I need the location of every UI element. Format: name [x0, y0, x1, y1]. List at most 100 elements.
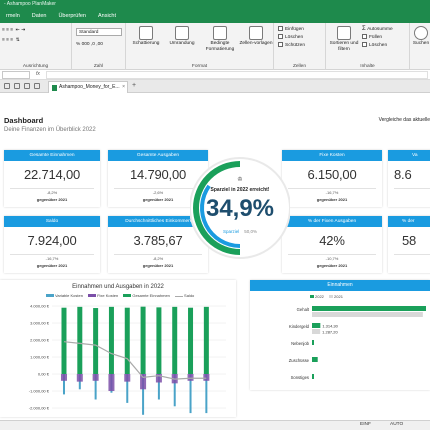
data-label: 1.287,20 — [322, 330, 338, 335]
close-tab-icon[interactable]: × — [122, 84, 125, 90]
kpi-divider — [10, 188, 94, 189]
conditional-format-button[interactable]: Bedingte Formatierung — [202, 26, 238, 52]
name-box[interactable] — [2, 71, 30, 79]
fixed-cost-bar — [124, 374, 131, 382]
kpi-label: Fixe Kosten — [282, 150, 382, 161]
kpi-change: -8,2% — [46, 190, 58, 195]
menu-tab-data[interactable]: Daten — [31, 13, 47, 19]
insert-icon — [278, 26, 283, 31]
kpi-change: -2,6% — [152, 190, 164, 195]
income-bar — [188, 307, 194, 374]
category-label: Sonstiges — [291, 375, 309, 380]
gauge-value: 34,9% — [205, 195, 275, 222]
sort-filter-button[interactable]: Sortieren und filtern — [328, 26, 360, 52]
y-tick-label: 4.000,00 € — [30, 304, 50, 309]
fill-button[interactable]: Füllen — [362, 34, 382, 41]
menu-bar: rmeln Daten Überprüfen Ansicht — [0, 9, 430, 23]
gauge-progress-inner — [200, 184, 241, 248]
kpi-label: Saldo — [4, 216, 100, 227]
income-bar — [124, 307, 130, 374]
number-format-buttons[interactable]: % 000 ,0 ,00 — [76, 42, 103, 47]
kpi-value: 58 — [402, 233, 417, 248]
document-tab-strip: Ashampoo_Money_for_E... × + — [0, 80, 430, 93]
fixed-cost-bar — [187, 374, 194, 381]
shading-button[interactable]: Schattierung — [128, 26, 164, 47]
kpi-label: Durchschnittliches Einkommen — [108, 216, 208, 227]
print-icon[interactable] — [34, 83, 40, 89]
sort-filter-icon — [337, 26, 351, 40]
gauge-progress-outer — [193, 161, 241, 255]
delete-icon — [278, 34, 283, 39]
function-icon[interactable]: fx — [36, 71, 40, 77]
new-tab-button[interactable]: + — [132, 82, 137, 89]
menu-tab-view[interactable]: Ansicht — [97, 13, 117, 19]
kpi-value: 3.785,67 — [133, 233, 183, 248]
kpi-label: Va — [388, 150, 430, 161]
legend-item: Saldo — [175, 293, 194, 298]
save-icon[interactable] — [24, 83, 30, 89]
bar-2021 — [312, 312, 423, 317]
income-bar — [172, 306, 178, 374]
cell-styles-button[interactable]: Zellen-vorlagen — [238, 26, 274, 47]
y-tick-label: 1.000,00 € — [30, 355, 50, 360]
fixed-cost-bar — [155, 374, 162, 383]
y-tick-label: 3.000,00 € — [30, 321, 50, 326]
fill-icon — [362, 34, 367, 39]
kpi-change: -8,2% — [152, 256, 164, 261]
kpi-divider — [114, 254, 202, 255]
income-chart-panel[interactable]: Einnahmen 2022 2021 Gehalt Kindergeld Nebe… — [250, 280, 430, 390]
bar-2021 — [312, 329, 321, 334]
balance-line — [63, 341, 207, 380]
category-label: Zuschüsse — [289, 358, 310, 363]
kpi-value: 14.790,00 — [129, 167, 187, 182]
dashboard-title: Dashboard — [4, 116, 44, 125]
income-expense-chart-panel[interactable]: Einnahmen und Ausgaben in 2022 Variable … — [0, 280, 236, 417]
ribbon-group-cells: Einfügen Löschen Schützen Zellen — [274, 23, 326, 70]
menu-tab-formulas[interactable]: rmeln — [6, 13, 20, 19]
bar-2022 — [312, 340, 314, 345]
y-tick-label: 2.000,00 € — [30, 338, 50, 343]
status-mode-2: AUTO — [390, 422, 404, 427]
number-format-select[interactable]: Standard — [76, 28, 122, 36]
income-bar — [108, 306, 114, 374]
kpi-card-balance: Saldo 7.924,00 -16,7% gegenüber 2021 — [4, 216, 100, 273]
insert-cells-button[interactable]: Einfügen — [278, 26, 304, 33]
bar-2022 — [312, 374, 314, 379]
ribbon-group-label: Inhalte — [360, 64, 375, 69]
ribbon-group-content: Sortieren und filtern Σ Autosumme Füllen… — [326, 23, 410, 70]
category-label: Kindergeld — [289, 324, 310, 329]
autosum-button[interactable]: Σ Autosumme — [362, 26, 393, 32]
kpi-divider — [394, 254, 430, 255]
variable-cost-bar — [62, 374, 65, 395]
sheet-area[interactable]: Dashboard Deine Finanzen im Überblick 20… — [0, 93, 430, 420]
clear-button[interactable]: Löschen — [362, 42, 387, 49]
legend-item: Variable Kosten — [46, 293, 83, 298]
fixed-cost-bar — [60, 374, 67, 381]
kpi-divider — [394, 188, 430, 189]
new-document-icon[interactable] — [4, 83, 10, 89]
window-title: - Ashampoo PlanMaker — [4, 1, 56, 7]
formula-input[interactable] — [46, 71, 428, 79]
menu-tab-review[interactable]: Überprüfen — [58, 13, 86, 19]
category-label: Nebenjob — [291, 341, 310, 346]
align-buttons-row1[interactable]: ≡ ≡ ≡ ⇤ ⇥ — [2, 28, 26, 33]
kpi-label: Gesamte Einnahmen — [4, 150, 100, 161]
chart-legend: 2022 2021 — [310, 294, 347, 299]
fixed-cost-bar — [76, 374, 83, 382]
ribbon-group-label: Ausrichtung — [22, 64, 49, 69]
kpi-card-total-expenses: Gesamte Ausgaben 14.790,00 -2,6% gegenüb… — [108, 150, 208, 207]
border-button[interactable]: Umrandung — [164, 26, 200, 47]
search-button[interactable]: Suchen — [412, 26, 430, 47]
lock-icon — [278, 42, 283, 47]
kpi-value: 6.150,00 — [307, 167, 357, 182]
open-folder-icon[interactable] — [14, 83, 20, 89]
chart-legend: Variable Kosten Fixe Kosten Gesamte Einn… — [46, 293, 198, 298]
protect-sheet-button[interactable]: Schützen — [278, 42, 305, 49]
trophy-icon: ♔ — [237, 176, 242, 183]
income-bar — [77, 306, 83, 374]
delete-cells-button[interactable]: Löschen — [278, 34, 303, 41]
align-buttons-row2[interactable]: ≡ ≡ ≡ ⇅ — [2, 38, 20, 43]
fixed-cost-bar — [203, 374, 210, 381]
document-tab[interactable]: Ashampoo_Money_for_E... × — [48, 81, 128, 93]
fixed-cost-bar — [92, 374, 99, 381]
